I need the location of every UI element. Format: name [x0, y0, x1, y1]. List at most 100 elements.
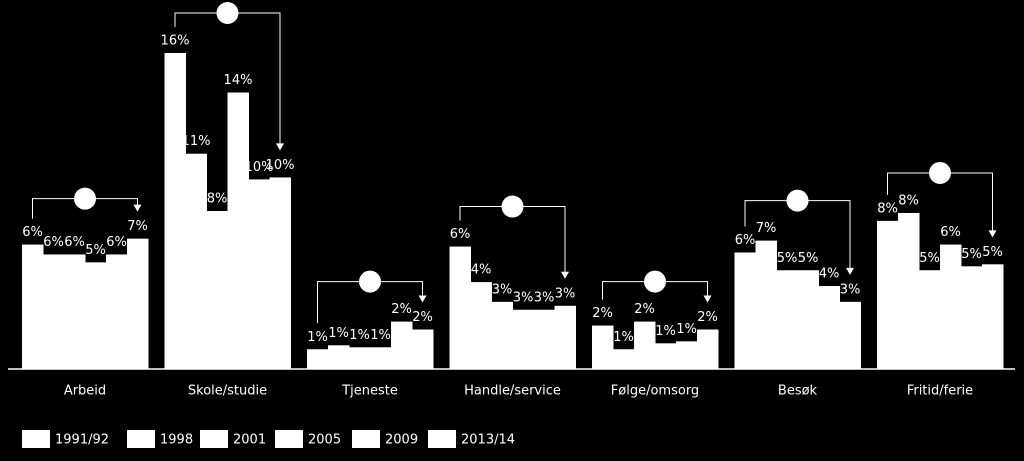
bar	[164, 53, 186, 369]
value-label: 1%	[655, 324, 676, 339]
value-label: 3%	[513, 290, 534, 305]
bar	[818, 286, 840, 369]
arrowhead	[418, 295, 427, 303]
value-label: 3%	[534, 290, 555, 305]
bar	[898, 212, 920, 369]
value-label: 2%	[412, 310, 433, 325]
value-label: 2%	[592, 306, 613, 321]
bracket-circle	[216, 2, 239, 24]
x-tick-label: Fritid/ferie	[907, 384, 973, 399]
legend-swatch	[275, 430, 303, 448]
value-label: 4%	[819, 267, 840, 282]
legend-label: 1991/92	[55, 433, 109, 448]
value-label: 1%	[676, 322, 697, 337]
arrowhead	[133, 204, 142, 212]
value-label: 5%	[982, 245, 1003, 260]
x-tick-label: Følge/omsorg	[611, 384, 699, 399]
bracket-circle	[929, 161, 951, 184]
value-label: 1%	[370, 328, 391, 343]
bar	[512, 309, 534, 369]
value-label: 2%	[634, 302, 655, 317]
arrowhead	[561, 271, 569, 279]
value-label: 5%	[777, 251, 798, 266]
arrowhead	[988, 230, 997, 238]
bar	[391, 321, 413, 369]
bracket-circle	[644, 270, 666, 293]
value-label: 8%	[898, 193, 919, 208]
x-tick-label: Arbeid	[64, 384, 106, 399]
legend-label: 1998	[160, 433, 193, 448]
value-label: 1%	[307, 330, 328, 345]
bar	[328, 345, 350, 369]
legend-label: 2013/14	[461, 433, 515, 448]
value-label: 5%	[961, 247, 982, 262]
bar	[755, 240, 777, 369]
value-label: 1%	[613, 330, 634, 345]
bar	[64, 254, 86, 369]
value-label: 6%	[64, 235, 85, 250]
arrowhead	[276, 143, 284, 151]
value-label: 5%	[85, 243, 106, 258]
legend-swatch	[22, 430, 50, 448]
value-label: 10%	[266, 158, 295, 173]
value-label: 6%	[450, 227, 471, 242]
bar	[269, 177, 291, 369]
value-label: 7%	[127, 219, 148, 234]
bar	[982, 264, 1004, 369]
value-label: 11%	[182, 134, 211, 149]
legend-swatch	[200, 430, 228, 448]
value-label: 10%	[245, 160, 274, 175]
arrowhead	[846, 267, 854, 275]
bar	[370, 347, 392, 369]
value-label: 7%	[756, 221, 777, 236]
value-label: 5%	[919, 251, 940, 266]
bar	[227, 92, 249, 369]
bar	[961, 266, 983, 369]
x-tick-label: Besøk	[778, 384, 818, 399]
x-tick-label: Handle/service	[464, 384, 561, 399]
bracket-circle	[74, 187, 96, 210]
value-label: 1%	[349, 328, 370, 343]
bar	[127, 238, 149, 369]
bar	[877, 220, 899, 369]
bar	[797, 270, 819, 369]
bar	[634, 321, 656, 369]
bar	[349, 347, 371, 369]
x-tick-label: Skole/studie	[188, 384, 267, 399]
value-label: 5%	[798, 251, 819, 266]
value-label: 6%	[940, 225, 961, 240]
x-tick-label: Tjeneste	[341, 384, 398, 399]
value-label: 4%	[471, 263, 492, 278]
bar	[734, 252, 756, 369]
bar	[22, 244, 44, 369]
bar	[839, 301, 861, 369]
bar	[106, 254, 128, 369]
legend-label: 2005	[308, 433, 341, 448]
bar	[43, 254, 65, 369]
bar	[85, 262, 107, 369]
bar	[919, 270, 941, 369]
bar	[554, 305, 576, 369]
bar	[206, 211, 228, 369]
value-label: 6%	[22, 225, 43, 240]
value-label: 16%	[161, 34, 190, 49]
value-label: 8%	[877, 201, 898, 216]
value-label: 3%	[492, 282, 513, 297]
bar	[592, 325, 614, 369]
value-label: 3%	[840, 282, 861, 297]
bar	[248, 179, 270, 369]
legend-swatch	[352, 430, 380, 448]
bar	[449, 246, 471, 369]
legend-label: 2001	[233, 433, 266, 448]
legend-label: 2009	[385, 433, 418, 448]
value-label: 6%	[735, 233, 756, 248]
value-label: 6%	[106, 235, 127, 250]
bar	[655, 343, 677, 369]
bar	[613, 349, 635, 369]
bar	[533, 309, 555, 369]
legend-swatch	[428, 430, 456, 448]
legend-swatch	[127, 430, 155, 448]
bar	[940, 244, 962, 369]
value-label: 2%	[391, 302, 412, 317]
